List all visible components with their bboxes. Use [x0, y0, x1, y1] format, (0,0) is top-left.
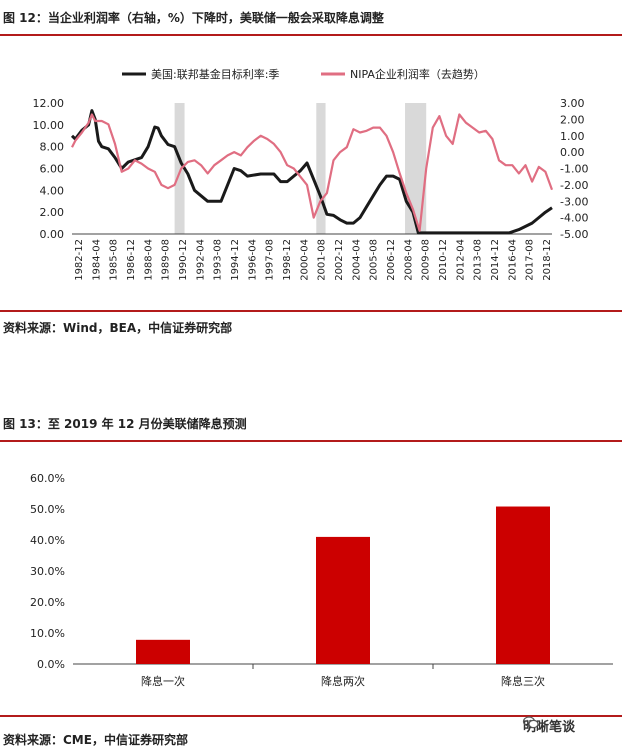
y-tick-label: 30.0%: [30, 565, 65, 578]
figure2-source: 资料来源：CME，中信证券研究部: [3, 733, 188, 747]
x-tick-label: 1998-12: [282, 239, 293, 281]
figure1-title: 图 12：当企业利润率（右轴，%）下降时，美联储一般会采取降息调整: [3, 11, 384, 25]
watermark: 明晰笔谈: [522, 716, 575, 735]
x-tick-label: 2013-08: [473, 239, 484, 281]
recession-shading: [174, 103, 185, 234]
y-right-tick-label: -4.00: [560, 212, 588, 225]
x-tick-label: 1988-04: [143, 239, 154, 281]
x-tick-label: 1992-04: [195, 239, 206, 281]
y-left-tick-label: 2.00: [40, 206, 65, 219]
bar: [136, 639, 190, 664]
x-tick-label: 2000-04: [299, 239, 310, 281]
y-right-tick-label: -3.00: [560, 195, 588, 208]
x-tick-label: 1996-04: [247, 239, 258, 281]
x-tick-label: 1994-12: [230, 239, 241, 281]
line-chart: 美国:联邦基金目标利率:季 NIPA企业利润率（去趋势） 0.00 2.00 4.00 6…: [33, 67, 589, 281]
x-tick-label: 2001-08: [317, 239, 328, 281]
y-right-tick-label: 2.00: [560, 113, 585, 126]
figure2-bottom-rule: [0, 715, 622, 717]
x-tick-label: 降息一次: [141, 674, 185, 688]
x-tick-label: 1986-12: [126, 239, 137, 281]
x-tick-label: 降息两次: [321, 674, 365, 688]
x-tick-label: 1982-12: [74, 239, 85, 281]
y-left-tick-label: 6.00: [40, 163, 65, 176]
x-tick-label: 降息三次: [501, 674, 545, 688]
x-tick-label: 1990-12: [178, 239, 189, 281]
chart-legend: 美国:联邦基金目标利率:季 NIPA企业利润率（去趋势）: [122, 67, 485, 81]
x-tick-label: 1993-08: [213, 239, 224, 281]
y-tick-label: 10.0%: [30, 627, 65, 640]
y-right-tick-label: -5.00: [560, 228, 588, 241]
x-tick-label: 2002-12: [334, 239, 345, 281]
x-tick-label: 2010-12: [438, 239, 449, 281]
y-right-tick-label: 0.00: [560, 146, 585, 159]
y-right-tick-label: 3.00: [560, 97, 585, 110]
figure1-source: 资料来源：Wind，BEA，中信证券研究部: [3, 321, 233, 335]
x-tick-label: 2014-12: [490, 239, 501, 281]
x-tick-label: 2018-12: [542, 239, 553, 281]
x-tick-label: 2005-08: [369, 239, 380, 281]
bar: [496, 506, 550, 664]
y-tick-label: 0.0%: [37, 658, 65, 671]
y-right-tick-label: 1.00: [560, 130, 585, 143]
y-left-tick-label: 4.00: [40, 184, 65, 197]
figure1-top-rule: [0, 34, 622, 36]
x-tick-label: 2016-04: [507, 239, 518, 281]
legend-label-profit-margin: NIPA企业利润率（去趋势）: [350, 67, 485, 81]
y-left-tick-label: 0.00: [40, 228, 65, 241]
bar: [316, 536, 370, 664]
x-tick-label: 2004-04: [351, 239, 362, 281]
recession-shading: [316, 103, 326, 234]
y-left-tick-label: 8.00: [40, 141, 65, 154]
x-tick-label: 1989-08: [161, 239, 172, 281]
y-tick-label: 60.0%: [30, 472, 65, 485]
x-tick-label: 2009-08: [421, 239, 432, 281]
figure2-title: 图 13：至 2019 年 12 月份美联储降息预测: [3, 417, 247, 431]
y-right-tick-label: -1.00: [560, 163, 588, 176]
wechat-icon: [522, 716, 539, 729]
x-tick-label: 1997-08: [265, 239, 276, 281]
legend-label-fed-rate: 美国:联邦基金目标利率:季: [151, 67, 279, 81]
series-line-fed-rate: [70, 109, 553, 235]
y-left-tick-label: 10.00: [33, 119, 65, 132]
x-tick-label: 2006-12: [386, 239, 397, 281]
figure2-top-rule: [0, 440, 622, 442]
y-right-tick-label: -2.00: [560, 179, 588, 192]
y-tick-label: 40.0%: [30, 534, 65, 547]
x-tick-label: 2017-08: [525, 239, 536, 281]
x-tick-label: 2008-04: [403, 239, 414, 281]
x-tick-label: 1984-04: [91, 239, 102, 281]
figure1-bottom-rule: [0, 310, 622, 312]
y-tick-label: 20.0%: [30, 596, 65, 609]
bar-chart: 0.0% 10.0% 20.0% 30.0% 40.0% 50.0% 60.0% 降息一次 降息…: [30, 472, 613, 688]
x-tick-label: 1985-08: [109, 239, 120, 281]
x-tick-label: 2012-04: [455, 239, 466, 281]
y-left-tick-label: 12.00: [33, 97, 65, 110]
y-tick-label: 50.0%: [30, 503, 65, 516]
series-line-profit-margin: [71, 113, 554, 232]
